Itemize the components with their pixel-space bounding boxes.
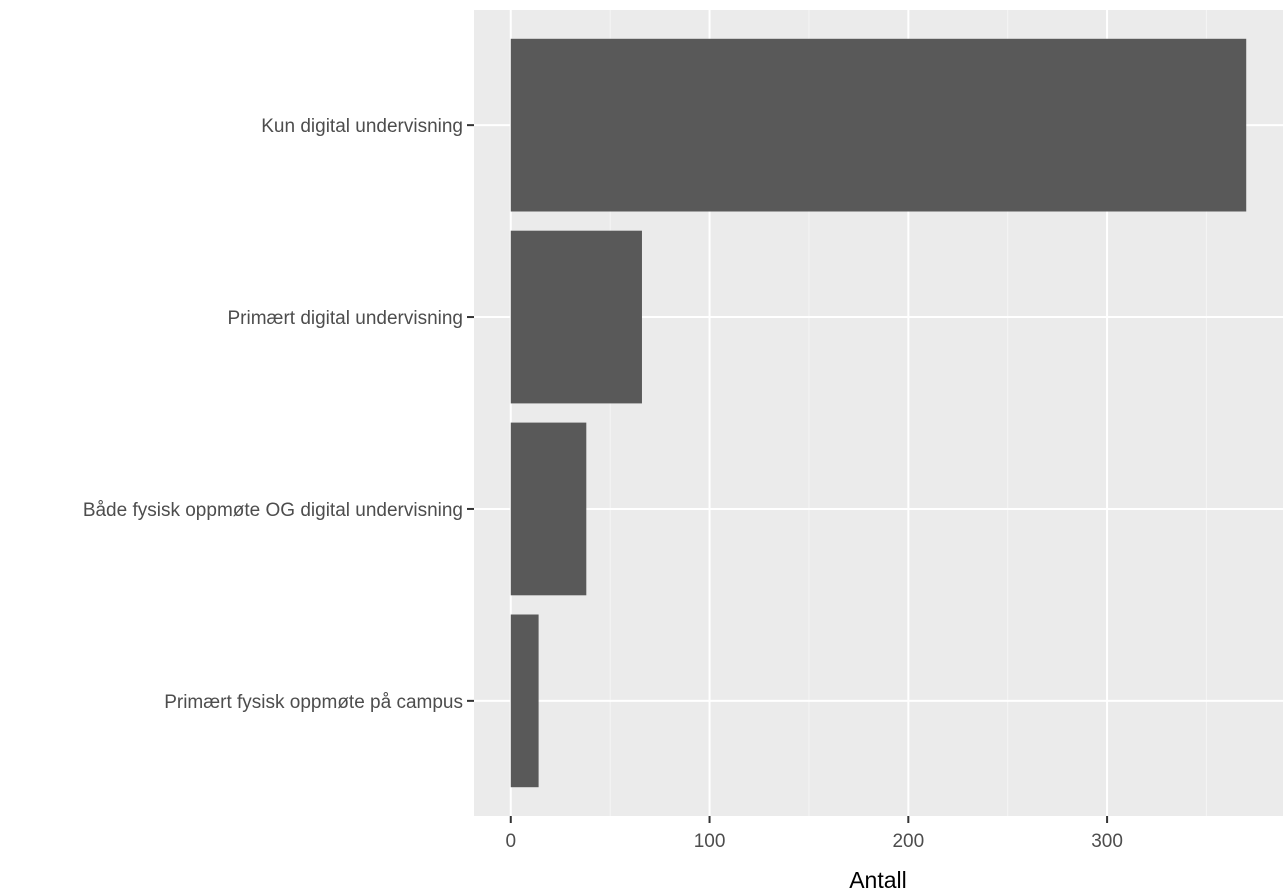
y-tick-label: Kun digital undervisning (261, 116, 463, 137)
y-tick-label: Primært fysisk oppmøte på campus (164, 692, 463, 713)
x-axis: 0 100 200 300 (505, 816, 1123, 852)
x-axis-title: Antall (849, 867, 907, 892)
x-tick-label: 300 (1091, 831, 1123, 852)
x-tick-label: 100 (694, 831, 726, 852)
x-tick-label: 0 (505, 831, 516, 852)
bar (510, 230, 642, 404)
x-tick-label: 200 (892, 831, 924, 852)
y-axis: Kun digital undervisning Primært digital … (83, 116, 474, 713)
y-tick-label: Primært digital undervisning (228, 308, 464, 329)
bars (510, 38, 1247, 788)
bar (510, 422, 587, 596)
y-tick-label: Både fysisk oppmøte OG digital undervisn… (83, 500, 463, 521)
bar (510, 614, 539, 788)
bar (510, 38, 1247, 212)
